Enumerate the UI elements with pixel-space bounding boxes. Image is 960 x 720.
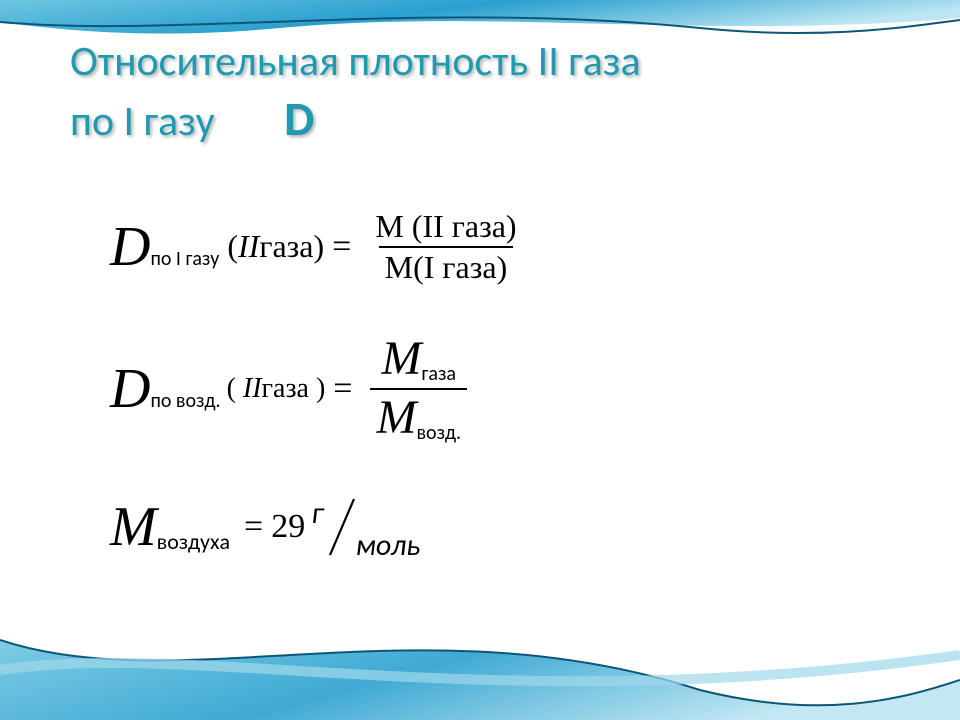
unit-g-per-mol: г моль	[311, 492, 424, 562]
equals-sign: =	[333, 370, 352, 408]
numerator: M газа	[376, 333, 462, 388]
formula-relative-density-air: D по возд. ( IIгаза ) = M газа M возд.	[110, 333, 890, 445]
symbol-M: M	[110, 495, 157, 559]
fraction-molar-masses: M (II газа) M(I газа)	[369, 209, 522, 285]
symbol-D: D	[110, 357, 150, 421]
formula-molar-mass-air: M воздуха = 29 г моль	[110, 492, 890, 562]
denominator: M(I газа)	[379, 246, 514, 285]
fraction-molar-mass-air: M газа M возд.	[370, 333, 467, 445]
value-29: 29	[271, 508, 305, 546]
subscript-by-gas-1: по I газу	[150, 247, 219, 271]
title-line2a: по I газу	[70, 96, 215, 147]
subscript-by-air: по возд.	[150, 389, 220, 413]
symbol-D: D	[110, 215, 150, 279]
subscript-air: воздуха	[157, 528, 230, 555]
argument-gas-2: (IIгаза)	[227, 228, 324, 265]
title-d-symbol: D	[284, 89, 314, 148]
denominator: M возд.	[370, 388, 467, 445]
argument-gas-2: ( IIгаза )	[227, 373, 326, 405]
slash-icon	[324, 495, 360, 559]
equals-sign: =	[244, 508, 263, 546]
title-line1: Относительная плотность II газа	[70, 36, 890, 89]
slide-title: Относительная плотность II газа по I газ…	[70, 36, 890, 149]
formula-relative-density-general: D по I газу (IIгаза) = M (II газа) M(I г…	[110, 209, 890, 285]
numerator: M (II газа)	[369, 209, 522, 246]
equals-sign: =	[332, 228, 351, 266]
